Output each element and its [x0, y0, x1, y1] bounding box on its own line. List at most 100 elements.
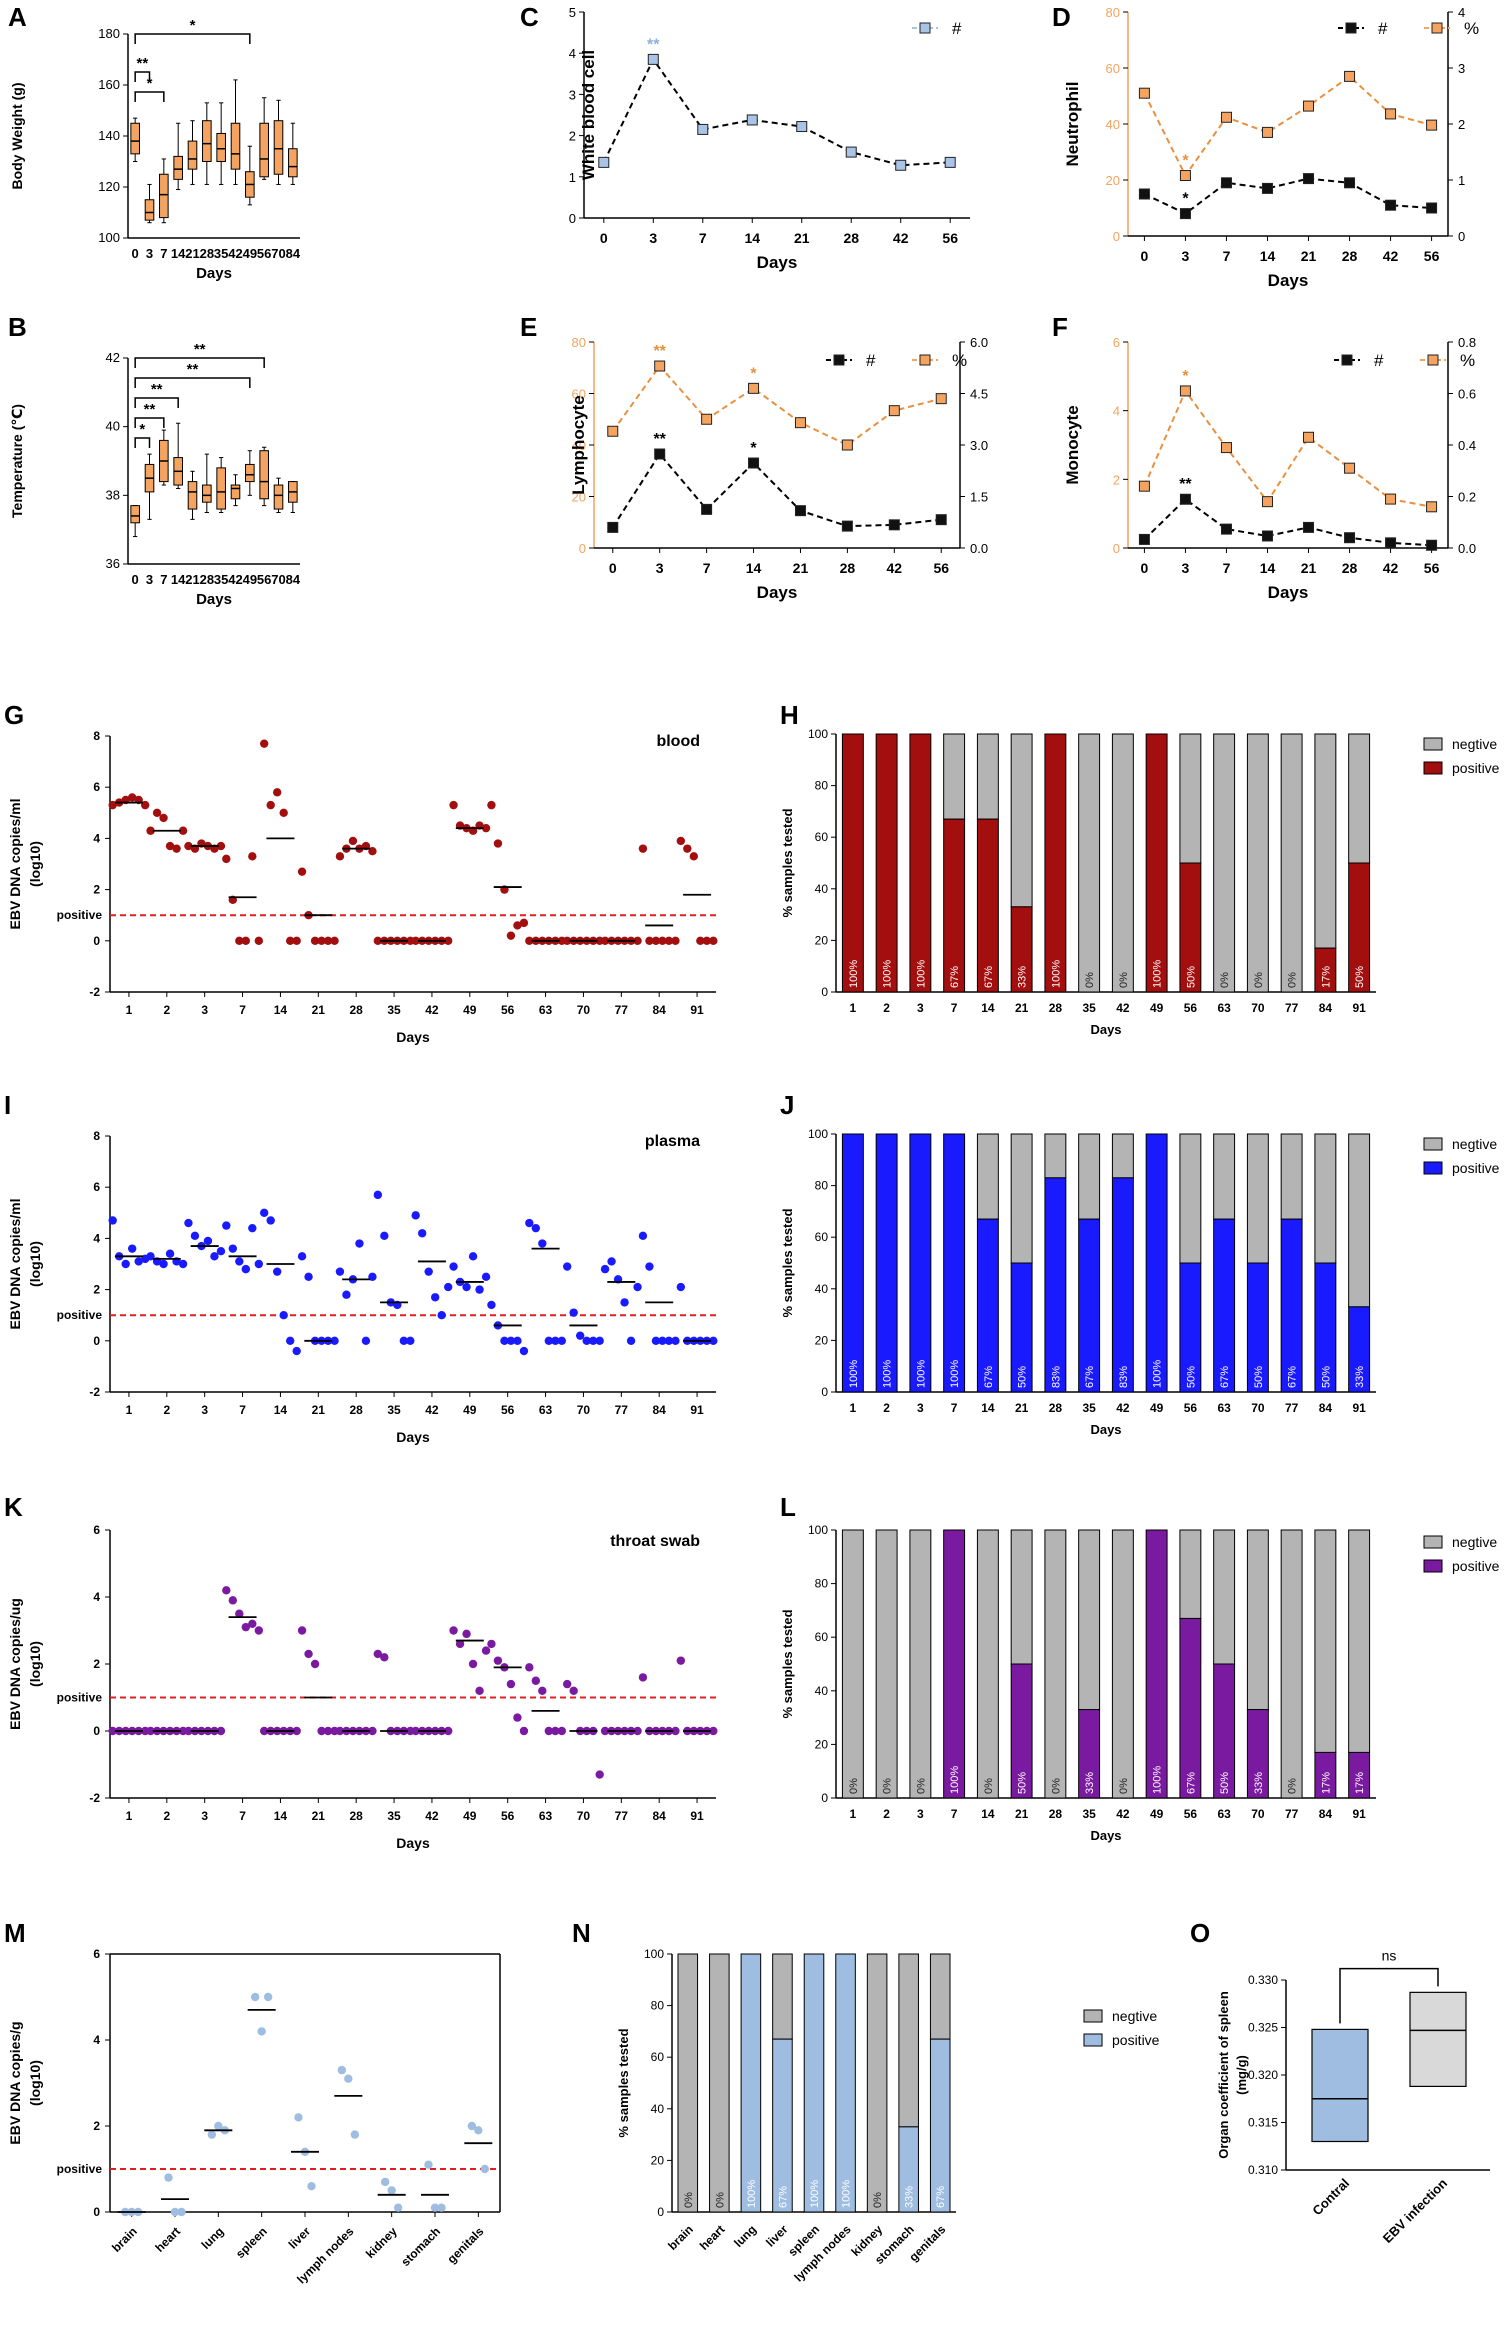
percent-label: 50%: [1219, 1772, 1231, 1794]
legend-label: #: [866, 351, 876, 370]
y-tick-label: 2: [569, 129, 576, 144]
y-axis-label-unit: (log10): [27, 2060, 43, 2106]
x-tick-label: 49: [463, 1809, 477, 1823]
x-tick-label: 84: [286, 572, 301, 587]
percent-label: 67%: [1287, 1366, 1299, 1388]
data-point: [1385, 108, 1397, 120]
x-tick-label: kidney: [363, 2224, 400, 2261]
panel-o: O 0.310 0.315 0.320 0.325 0.330 Organ coeffic…: [1190, 1900, 1506, 2342]
data-point: [462, 1629, 471, 1639]
x-axis-label: Days: [757, 253, 798, 272]
data-point: [178, 1259, 188, 1269]
data-point: [380, 2177, 390, 2187]
x-tick-label: 56: [501, 1403, 515, 1417]
legend-positive-label: positive: [1452, 1160, 1500, 1176]
y-axis-label: % samples tested: [780, 808, 795, 917]
y-tick-label: 4: [1113, 404, 1120, 419]
legend-label: %: [1464, 19, 1479, 38]
percent-label: 33%: [904, 2186, 916, 2208]
x-tick-label: 56: [1184, 1807, 1198, 1821]
negative-bar: [1314, 1133, 1337, 1264]
data-point: [1138, 533, 1150, 545]
data-point: [551, 1336, 560, 1345]
x-tick-label: heart: [697, 2222, 728, 2253]
negative-bar: [1111, 1133, 1134, 1179]
percent-label: 50%: [1017, 1366, 1029, 1388]
x-tick-label: 2: [163, 1003, 170, 1017]
y2-tick-label: 0.6: [1458, 387, 1476, 402]
negative-bar: [1280, 1133, 1303, 1220]
x-tick-label: 21: [1015, 1401, 1029, 1415]
significance-star: **: [653, 431, 666, 448]
data-point: [701, 413, 713, 425]
x-axis-label: Days: [396, 1429, 430, 1445]
data-point: [254, 936, 264, 945]
legend-positive-swatch: [1423, 761, 1443, 775]
data-point: [152, 808, 162, 817]
x-tick-label: 63: [1217, 1401, 1231, 1415]
legend-negative-swatch: [1423, 737, 1443, 751]
data-point: [709, 1336, 718, 1345]
x-tick-label: 42: [228, 572, 242, 587]
data-point: [310, 1659, 320, 1669]
y-tick-label: -2: [89, 985, 100, 999]
x-tick-label: 77: [1285, 1807, 1299, 1821]
data-point: [1179, 208, 1191, 220]
x-tick-label: 0: [132, 572, 139, 587]
data-point: [1261, 496, 1273, 508]
y-tick-label: 40: [815, 882, 829, 896]
x-tick-label: 91: [1352, 1807, 1366, 1821]
x-tick-label: 7: [160, 572, 167, 587]
y-tick-label: 80: [815, 779, 829, 793]
x-tick-label: 2: [883, 1001, 890, 1015]
data-point: [330, 936, 339, 945]
panel-letter-j: J: [780, 1090, 795, 1120]
y-tick-label: 36: [106, 556, 120, 571]
panel-letter-b: B: [8, 312, 27, 342]
x-tick-label: 14: [981, 1001, 995, 1015]
y2-tick-label: 3.0: [970, 438, 988, 453]
x-tick-label: 3: [1182, 248, 1190, 264]
y-tick-label: 20: [815, 1333, 829, 1347]
data-point: [263, 1992, 273, 2002]
y-tick-label: 6: [1113, 335, 1120, 350]
x-tick-label: 2: [883, 1401, 890, 1415]
panel-l: L 0 20 40 60 80 100 % samples tested Days 0% 1 0% 2…: [776, 1478, 1506, 1858]
positive-bar: [841, 1133, 864, 1393]
x-tick-label: 84: [1319, 1001, 1333, 1015]
negative-bar: [909, 1529, 932, 1799]
box: [130, 505, 140, 524]
legend-marker: [833, 354, 845, 366]
percent-label: 100%: [915, 960, 927, 988]
legend-marker: [919, 22, 931, 34]
y-tick-label: 0.320: [1248, 2068, 1278, 2082]
data-point: [108, 1726, 117, 1736]
y-tick-label: 0: [1113, 229, 1120, 244]
x-tick-label: 21: [793, 560, 809, 576]
y-tick-label: 60: [815, 1630, 829, 1644]
negative-bar: [1111, 1529, 1134, 1799]
data-point: [127, 793, 137, 802]
percent-label: 100%: [1152, 960, 1164, 988]
y-tick-label: 40: [815, 1282, 829, 1296]
data-point: [562, 936, 572, 945]
x-tick-label: 7: [703, 560, 711, 576]
negative-bar: [1314, 1529, 1337, 1753]
data-point: [519, 1346, 529, 1356]
x-tick-label: lung: [199, 2224, 227, 2252]
positive-bar: [1078, 1218, 1101, 1393]
percent-label: 100%: [949, 1360, 961, 1388]
negative-bar: [1246, 1133, 1269, 1264]
significance-star: **: [1179, 476, 1192, 493]
data-point: [203, 1236, 213, 1246]
x-tick-label: 0: [132, 246, 139, 261]
negative-bar: [976, 1529, 999, 1799]
data-point: [355, 1239, 364, 1248]
y-tick-label: 5: [569, 5, 576, 20]
significance-star: *: [1182, 191, 1189, 208]
chart-f-monocyte: 0 2 4 6 0.0 0.2 0.4 0.6 0.8 Monocyte Days 0 3 7 14 21 28…: [1063, 335, 1476, 602]
positive-bar: [1010, 1262, 1033, 1393]
data-point: [380, 1653, 389, 1662]
box: [202, 120, 212, 162]
